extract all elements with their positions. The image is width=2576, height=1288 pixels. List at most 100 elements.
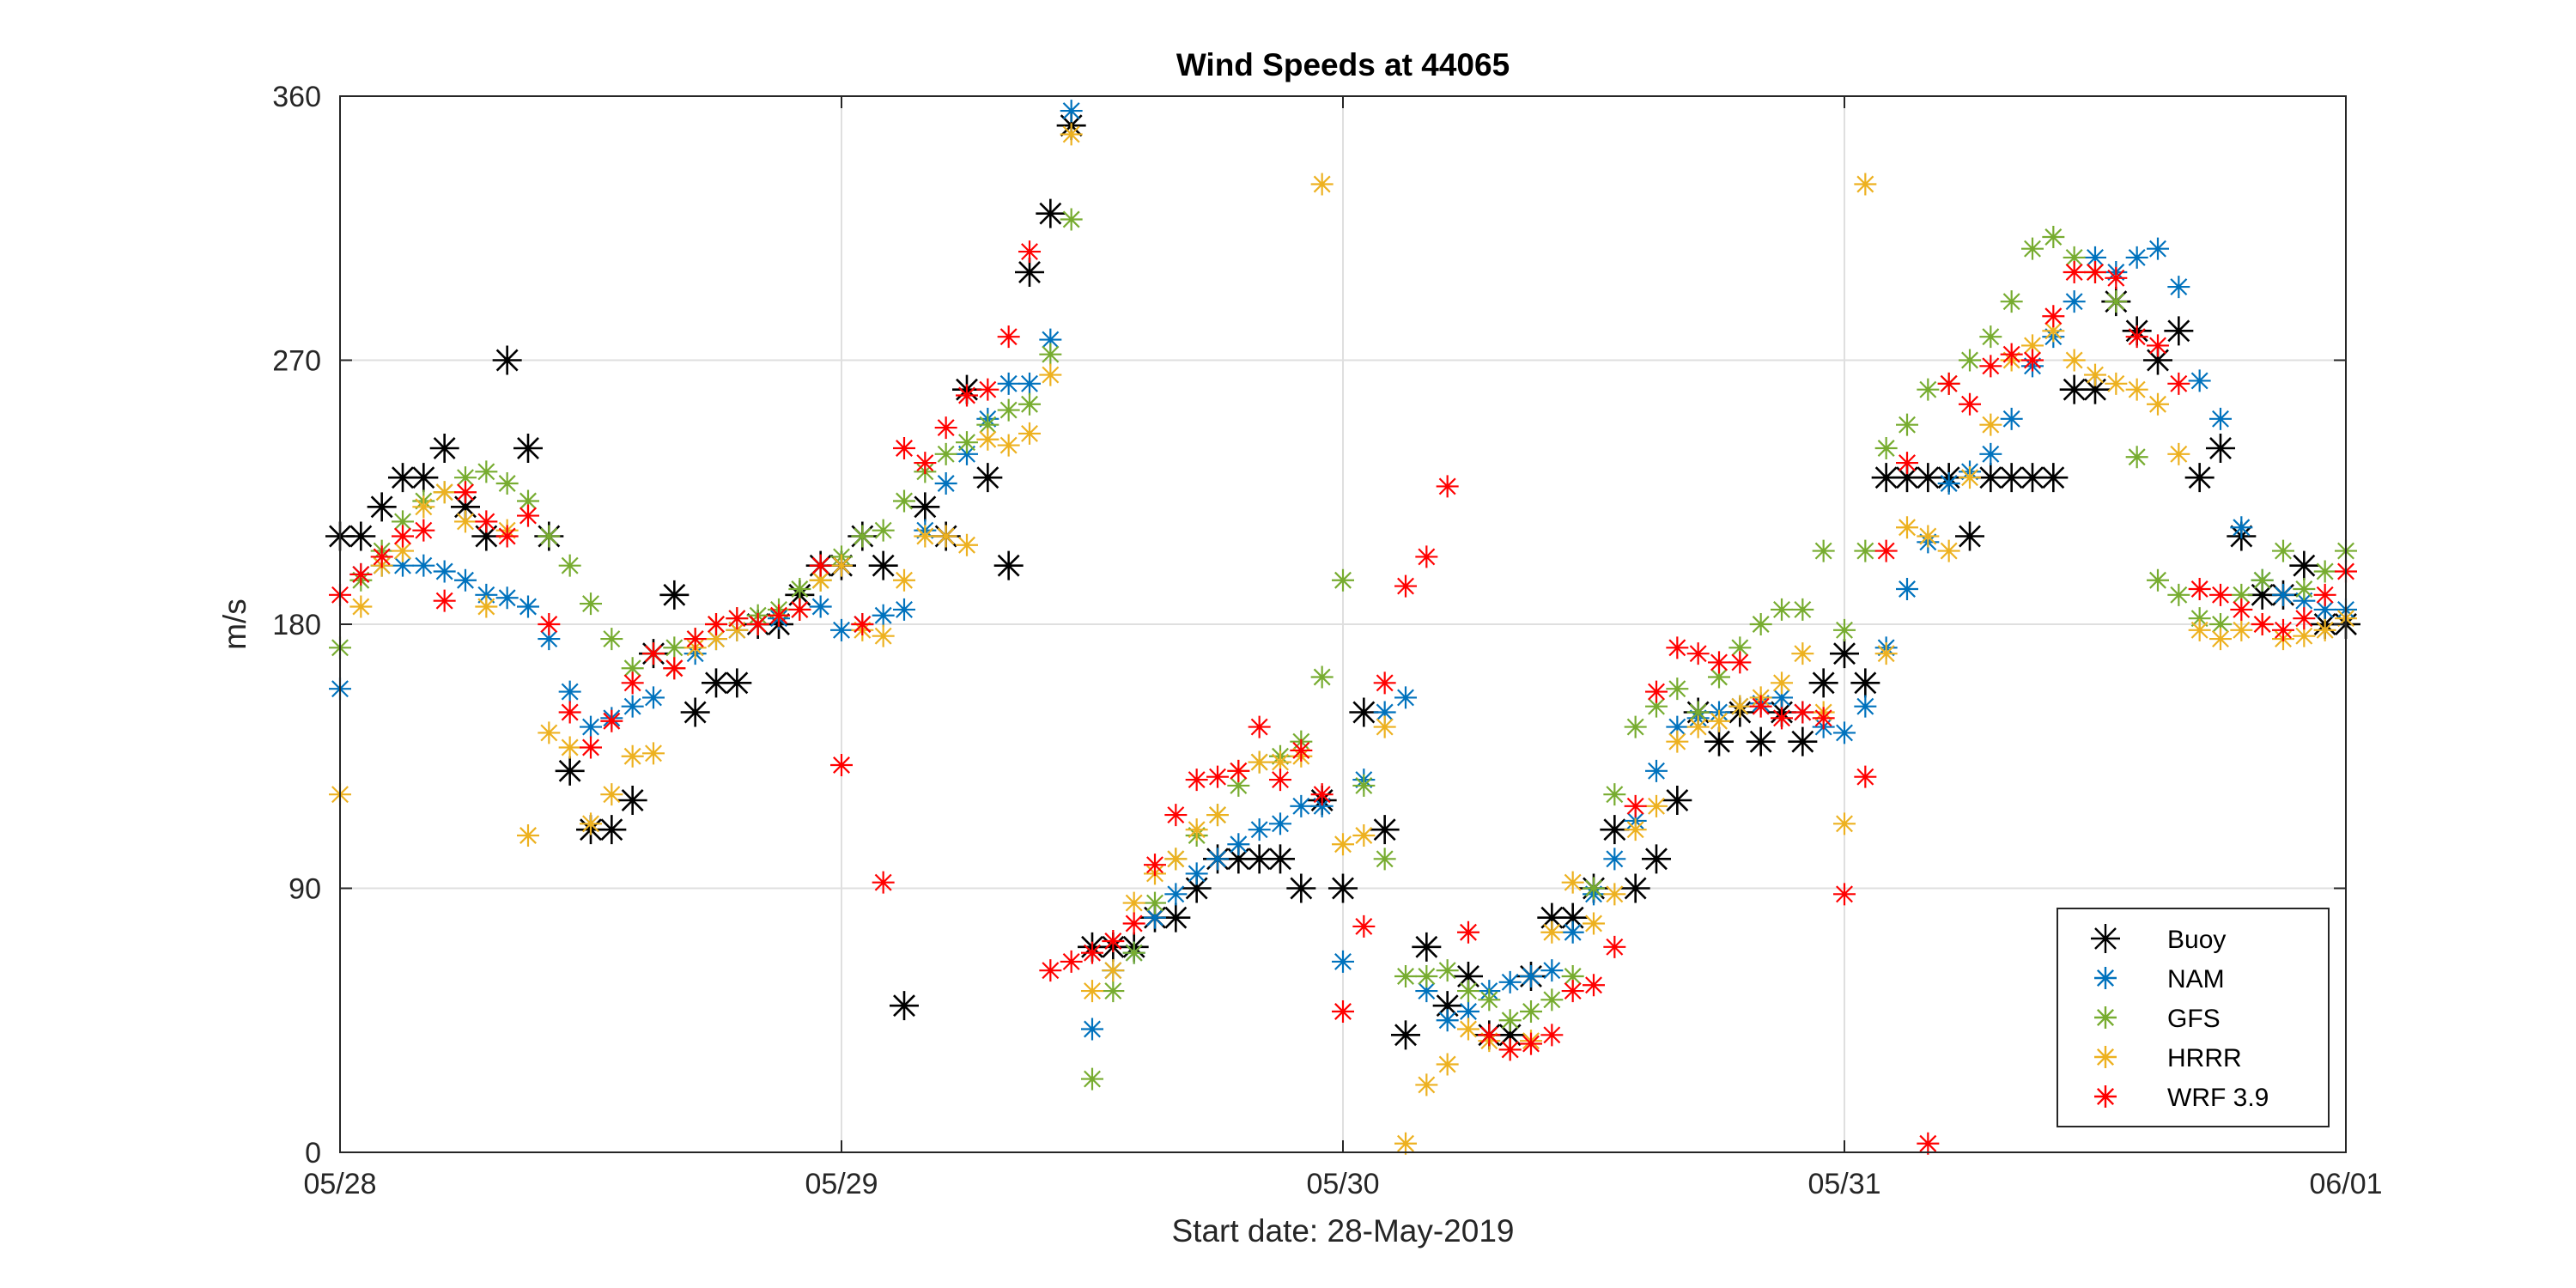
data-point bbox=[2313, 618, 2336, 641]
data-point bbox=[538, 628, 561, 651]
data-point bbox=[433, 589, 456, 612]
data-point bbox=[1854, 695, 1877, 718]
data-point bbox=[976, 378, 999, 401]
data-point bbox=[1642, 844, 1671, 874]
data-point bbox=[392, 539, 414, 562]
legend: Buoy NAM GFS HRRR WRF 3.9 bbox=[2057, 908, 2330, 1127]
data-point bbox=[1332, 1000, 1354, 1023]
data-point bbox=[1540, 920, 1564, 944]
data-point bbox=[1457, 1018, 1479, 1041]
data-point bbox=[1018, 372, 1041, 395]
data-point bbox=[1979, 355, 2002, 378]
data-point bbox=[1161, 902, 1191, 933]
data-point bbox=[1081, 980, 1103, 1003]
data-point bbox=[1310, 665, 1334, 689]
data-point bbox=[997, 434, 1020, 457]
data-point bbox=[1206, 804, 1229, 827]
data-point bbox=[890, 991, 919, 1021]
data-point bbox=[2209, 583, 2232, 606]
data-point bbox=[1415, 965, 1438, 987]
data-point bbox=[851, 613, 874, 635]
data-point bbox=[830, 754, 853, 776]
data-point bbox=[454, 568, 477, 592]
data-point bbox=[872, 624, 895, 647]
data-point bbox=[1540, 959, 1564, 982]
data-point bbox=[517, 504, 539, 527]
y-tick-label: 180 bbox=[272, 609, 321, 641]
data-point bbox=[2188, 369, 2211, 392]
axis-ticks bbox=[339, 95, 2347, 1153]
data-point bbox=[1583, 974, 1605, 997]
data-point bbox=[705, 613, 727, 635]
data-point bbox=[1937, 372, 1960, 395]
data-point bbox=[2313, 598, 2336, 621]
data-point bbox=[454, 466, 477, 489]
data-point bbox=[2247, 580, 2277, 610]
data-point bbox=[538, 525, 561, 548]
data-point bbox=[934, 416, 957, 440]
data-point bbox=[1937, 472, 1960, 495]
data-point bbox=[1018, 240, 1041, 264]
data-point bbox=[1666, 730, 1689, 753]
data-point bbox=[433, 481, 456, 504]
data-point bbox=[1686, 701, 1710, 724]
data-point bbox=[1415, 980, 1438, 1003]
data-point bbox=[1561, 920, 1584, 944]
data-point bbox=[659, 580, 690, 610]
data-point bbox=[893, 489, 915, 513]
data-point bbox=[2272, 618, 2294, 641]
data-point bbox=[997, 325, 1020, 349]
data-point bbox=[2289, 550, 2319, 580]
data-point bbox=[2063, 261, 2086, 283]
legend-label: GFS bbox=[2167, 1005, 2221, 1033]
data-point bbox=[702, 668, 731, 698]
data-point bbox=[370, 545, 393, 568]
data-point bbox=[1415, 545, 1438, 568]
x-tick-label: 05/30 bbox=[1306, 1168, 1379, 1200]
data-point bbox=[1771, 671, 1793, 695]
data-point bbox=[2059, 374, 2089, 404]
data-point bbox=[1979, 413, 2002, 436]
data-point bbox=[346, 521, 376, 551]
data-point bbox=[910, 492, 940, 522]
x-tick-label: 05/28 bbox=[303, 1168, 376, 1200]
data-point bbox=[1498, 1038, 1522, 1061]
data-point bbox=[1937, 539, 1960, 562]
data-point bbox=[1561, 980, 1584, 1003]
data-point bbox=[1996, 463, 2026, 493]
data-point bbox=[1244, 844, 1274, 874]
data-point bbox=[1227, 759, 1250, 782]
data-point bbox=[1771, 598, 1793, 621]
data-point bbox=[1624, 715, 1647, 738]
data-point bbox=[872, 871, 895, 894]
data-point bbox=[367, 492, 397, 522]
data-point bbox=[1227, 833, 1250, 856]
data-point bbox=[580, 736, 602, 759]
data-point bbox=[1018, 392, 1041, 416]
data-point bbox=[1645, 680, 1668, 703]
data-point bbox=[1224, 844, 1254, 874]
data-point bbox=[1081, 941, 1103, 964]
data-point bbox=[1039, 363, 1062, 386]
data-point bbox=[830, 554, 853, 577]
data-point bbox=[1081, 1018, 1103, 1041]
data-point bbox=[495, 472, 519, 495]
data-point bbox=[621, 671, 644, 695]
data-point bbox=[349, 595, 373, 618]
data-point bbox=[2084, 246, 2106, 269]
data-point bbox=[1478, 1024, 1501, 1047]
data-point bbox=[600, 709, 623, 732]
data-point bbox=[1164, 848, 1188, 871]
data-point bbox=[893, 598, 915, 621]
data-point bbox=[1182, 873, 1212, 903]
data-point bbox=[1645, 695, 1668, 718]
data-point bbox=[1102, 980, 1125, 1003]
data-point bbox=[2105, 372, 2128, 395]
data-point bbox=[409, 463, 439, 493]
data-point bbox=[1600, 815, 1630, 845]
data-point bbox=[1310, 173, 1334, 196]
data-point bbox=[914, 525, 937, 548]
data-point bbox=[2084, 261, 2106, 283]
data-point bbox=[1850, 668, 1880, 698]
data-point bbox=[392, 554, 414, 577]
